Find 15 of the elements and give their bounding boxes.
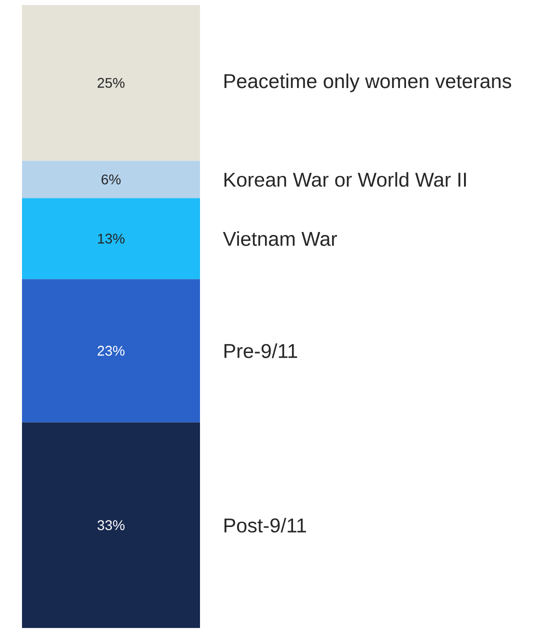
bar [22,279,200,422]
data-label: 13% [98,234,125,244]
series-label: Pre-9/11 [224,343,298,358]
data-label: 25% [98,78,125,88]
series-label: Vietnam War [222,231,338,246]
series-label: Post-9/11 [224,518,306,533]
data-label: 23% [98,346,125,356]
bar [22,4,200,161]
data-label: 33% [98,520,125,530]
series-label: Peacetime only women veterans [224,74,512,92]
series-label: Korean War or World War II [224,172,466,187]
data-label: 6% [102,174,121,184]
bar [22,198,200,280]
bar [22,422,200,628]
bar [22,160,200,198]
